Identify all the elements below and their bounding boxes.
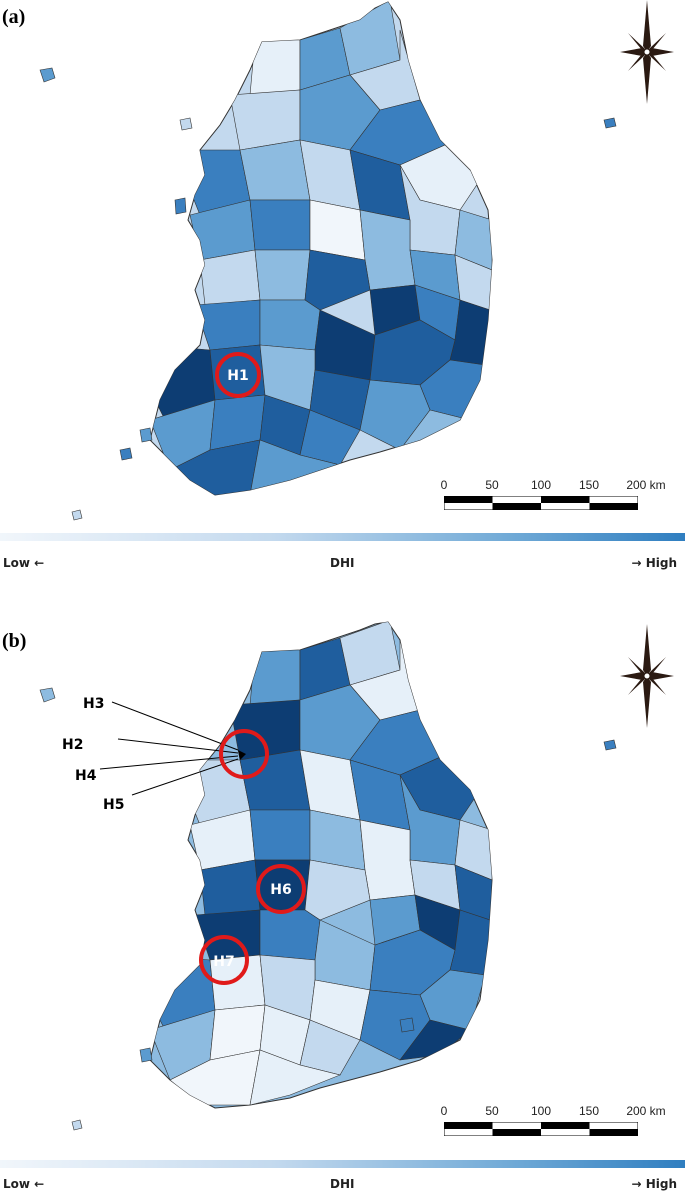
scale-tick-label: 100 [530, 1104, 552, 1118]
korea-choropleth-map: H1 [39, 1, 617, 521]
legend-title: DHI [330, 556, 355, 570]
legend-low-label: Low ← [3, 1177, 45, 1191]
scale-tick-label: 50 [485, 1104, 499, 1118]
scale-tick-label: 200 km [626, 1104, 666, 1118]
hotspot-label-h5: H5 [103, 797, 124, 813]
hotspot-leader-lines [99, 701, 239, 796]
panel-label: (b) [2, 630, 27, 652]
hotspot-label-h4: H4 [75, 768, 97, 784]
scale-tick-label: 150 [578, 1104, 600, 1118]
scale-tick-label: 0 [440, 478, 448, 492]
scale-tick-label: 100 [530, 478, 552, 492]
korea-choropleth-map: H3 H2 H4 H5 H6 H7 [39, 621, 617, 1131]
hotspot-h7: H7 [199, 935, 249, 985]
scale-bar: 0 50 100 150 200 km [440, 478, 666, 518]
hotspot-label-h2: H2 [62, 737, 83, 753]
map-panel-a: (a) [0, 0, 685, 580]
legend-low-label: Low ← [3, 556, 45, 570]
scale-bar-graphic [444, 1122, 638, 1136]
scale-tick-label: 200 km [626, 478, 666, 492]
hotspot-h1: H1 [215, 352, 261, 398]
scale-tick-label: 150 [578, 478, 600, 492]
legend-color-bar [0, 1160, 685, 1168]
north-arrow-icon [620, 0, 674, 104]
legend-high-label: → High [631, 1177, 677, 1191]
north-arrow-icon [620, 624, 674, 728]
scale-bar-graphic [444, 496, 638, 510]
legend-high-label: → High [631, 556, 677, 570]
scale-tick-label: 50 [485, 478, 499, 492]
hotspot-label-h3: H3 [83, 696, 104, 712]
scale-tick-label: 0 [440, 1104, 448, 1118]
hotspot-label: H1 [227, 368, 248, 384]
hotspot-label: H6 [270, 882, 291, 898]
hotspot-label: H7 [213, 954, 234, 970]
scale-bar: 0 50 100 150 200 km [440, 1104, 666, 1144]
hotspot-h2-h5 [219, 729, 269, 779]
panel-label: (a) [2, 6, 26, 28]
hotspot-h6: H6 [256, 864, 306, 914]
legend-color-bar [0, 533, 685, 541]
legend-title: DHI [330, 1177, 355, 1191]
map-panel-b: (b) [0, 610, 685, 1195]
